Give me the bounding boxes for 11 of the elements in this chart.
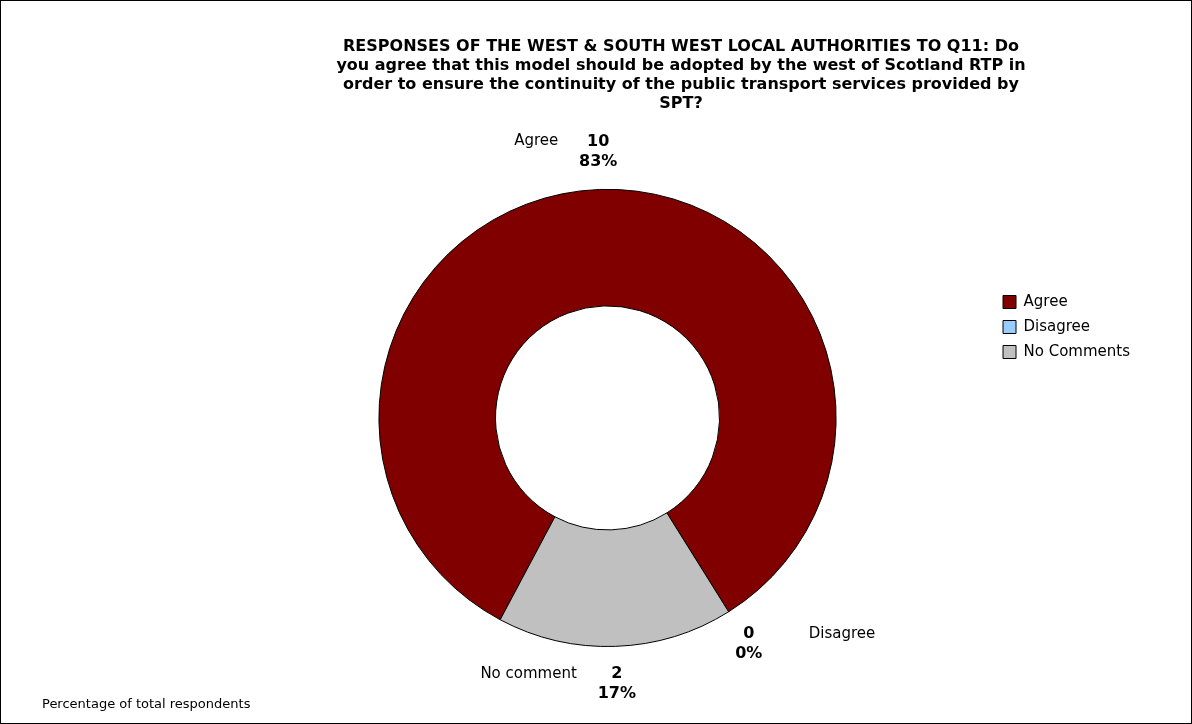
slice-label: Agree: [514, 131, 559, 150]
chart-title: RESPONSES OF THE WEST & SOUTH WEST LOCAL AUTHORITIES TO Q11: Do you agree that this model should be adopted by the west of Scotland RTP in order to ensure the continuity of the public transport services provided by SPT?: [336, 35, 1026, 113]
data-label: 10 83%: [579, 130, 618, 170]
text: 0 0%: [735, 623, 763, 663]
legend-label: Disagree: [1023, 316, 1091, 335]
text: No comment: [480, 664, 577, 683]
legend-label: Agree: [1023, 291, 1068, 310]
legend-label: No Comments: [1023, 341, 1131, 360]
text: Disagree: [808, 623, 876, 642]
data-label: 2 17%: [597, 663, 636, 703]
text: Percentage of total respondents: [42, 696, 251, 711]
